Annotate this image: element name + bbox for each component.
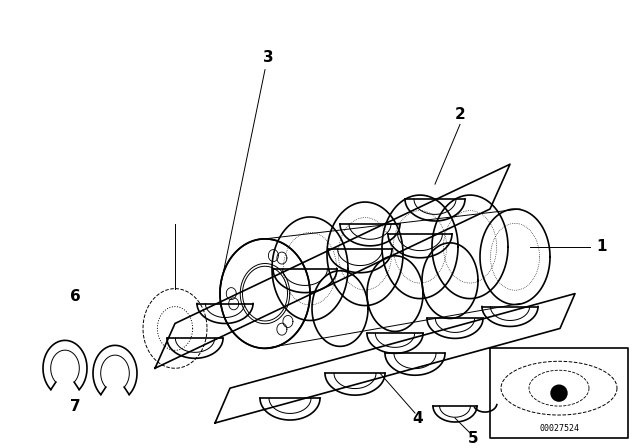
Circle shape [551,385,567,401]
Text: 1: 1 [596,239,607,254]
Text: 2: 2 [454,107,465,122]
Text: 3: 3 [262,50,273,65]
Text: 7: 7 [70,399,80,414]
Text: 6: 6 [70,289,81,304]
Text: 5: 5 [468,431,478,446]
Text: 4: 4 [413,410,423,426]
Text: 00027524: 00027524 [539,424,579,433]
